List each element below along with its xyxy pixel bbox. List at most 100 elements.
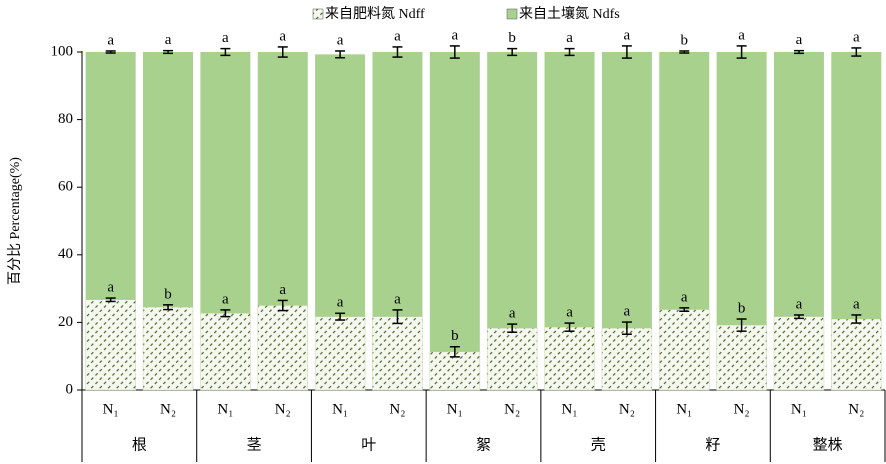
error-bar bbox=[220, 309, 231, 318]
significance-letter: b bbox=[738, 300, 746, 316]
error-bar bbox=[392, 46, 403, 58]
significance-letter: a bbox=[796, 32, 803, 48]
bar-segment bbox=[716, 52, 767, 326]
x-tick-label: N₁ bbox=[103, 401, 119, 417]
significance-letter: b bbox=[681, 32, 689, 48]
significance-letter: a bbox=[165, 32, 172, 48]
error-bar bbox=[163, 49, 174, 55]
bar-segment bbox=[429, 351, 481, 391]
significance-letter: a bbox=[394, 28, 401, 44]
group-label: 根 bbox=[132, 436, 147, 453]
error-bar bbox=[564, 322, 575, 332]
bar-segment bbox=[544, 52, 595, 328]
bar-segment bbox=[601, 52, 652, 329]
error-bar bbox=[851, 314, 862, 324]
significance-letter: a bbox=[451, 27, 458, 43]
significance-letter: b bbox=[508, 30, 516, 46]
error-bar bbox=[793, 314, 804, 320]
y-tick-label: 100 bbox=[51, 43, 74, 59]
significance-letter: a bbox=[279, 282, 286, 298]
error-bar bbox=[449, 45, 460, 59]
error-bar bbox=[220, 47, 231, 57]
significance-letter: a bbox=[394, 291, 401, 307]
bar-segment bbox=[659, 52, 710, 310]
error-bar bbox=[507, 323, 518, 333]
error-bar bbox=[277, 46, 288, 58]
bar-segment bbox=[85, 299, 136, 391]
x-tick-label: N₂ bbox=[619, 401, 635, 417]
y-tick-label: 60 bbox=[58, 179, 73, 195]
y-axis-title: 百分比 Percentage(%) bbox=[7, 157, 23, 285]
legend-swatch bbox=[312, 8, 324, 20]
significance-letter: a bbox=[107, 280, 114, 296]
bar-segment bbox=[773, 316, 825, 391]
x-tick-label: N₁ bbox=[562, 401, 578, 417]
error-bar bbox=[507, 47, 518, 57]
x-tick-label: N₁ bbox=[217, 401, 233, 417]
bar-segment bbox=[200, 313, 251, 391]
bar-segment bbox=[372, 316, 423, 391]
bar-segment bbox=[372, 52, 423, 317]
error-bar bbox=[449, 345, 460, 358]
bar-segment bbox=[142, 306, 194, 391]
x-tick-label: N₁ bbox=[447, 401, 463, 417]
error-bar bbox=[621, 321, 632, 335]
error-bar bbox=[335, 312, 346, 321]
error-bar bbox=[679, 307, 690, 312]
x-tick-label: N₂ bbox=[275, 401, 291, 417]
error-bar bbox=[851, 47, 862, 57]
x-tick-label: N₁ bbox=[676, 401, 692, 417]
significance-letter: a bbox=[738, 27, 745, 43]
x-tick-label: N₁ bbox=[332, 401, 348, 417]
significance-letter: a bbox=[853, 29, 860, 45]
error-bar bbox=[736, 318, 747, 332]
bar-segment bbox=[143, 52, 194, 308]
bar-segment bbox=[831, 318, 882, 391]
bar-segment bbox=[486, 327, 538, 391]
group-label: 籽 bbox=[705, 436, 720, 453]
legend-label: 来自土壤氮 Ndfs bbox=[519, 5, 620, 22]
bar-segment bbox=[831, 52, 882, 320]
group-label: 壳 bbox=[591, 436, 606, 453]
significance-letter: a bbox=[279, 28, 286, 44]
x-tick-label: N₂ bbox=[504, 401, 520, 417]
significance-letter: a bbox=[222, 291, 229, 307]
y-tick-label: 20 bbox=[58, 314, 73, 330]
x-tick-label: N₁ bbox=[791, 401, 807, 417]
significance-letter: a bbox=[222, 30, 229, 46]
significance-letter: a bbox=[566, 305, 573, 321]
error-bar bbox=[621, 45, 632, 59]
significance-letter: a bbox=[624, 303, 631, 319]
error-bar bbox=[564, 47, 575, 57]
group-label: 絮 bbox=[476, 436, 491, 453]
bar-segment bbox=[200, 52, 251, 314]
significance-letter: a bbox=[107, 32, 114, 48]
bar-segment bbox=[716, 324, 767, 391]
error-bar bbox=[163, 304, 174, 311]
significance-letter: b bbox=[164, 286, 172, 302]
significance-letter: a bbox=[509, 306, 516, 322]
error-bar bbox=[335, 50, 346, 59]
y-tick-label: 40 bbox=[58, 246, 73, 262]
error-bar bbox=[105, 297, 116, 303]
bar-segment bbox=[659, 309, 710, 391]
bar-segment bbox=[257, 305, 308, 391]
bar-segment bbox=[314, 316, 366, 391]
error-bar bbox=[736, 45, 747, 59]
bar-segment bbox=[257, 52, 308, 306]
bar-segment bbox=[487, 52, 538, 329]
significance-letter: a bbox=[853, 296, 860, 312]
significance-letter: a bbox=[681, 289, 688, 305]
error-bar bbox=[679, 50, 690, 54]
x-tick-label: N₂ bbox=[848, 401, 864, 417]
significance-letter: a bbox=[624, 27, 631, 43]
group-label: 整株 bbox=[813, 436, 843, 453]
y-tick-label: 80 bbox=[58, 111, 73, 127]
error-bar bbox=[105, 50, 116, 54]
significance-letter: a bbox=[566, 30, 573, 46]
bar-segment bbox=[601, 327, 653, 391]
bar-segment bbox=[773, 52, 824, 317]
group-label: 茎 bbox=[247, 436, 262, 453]
